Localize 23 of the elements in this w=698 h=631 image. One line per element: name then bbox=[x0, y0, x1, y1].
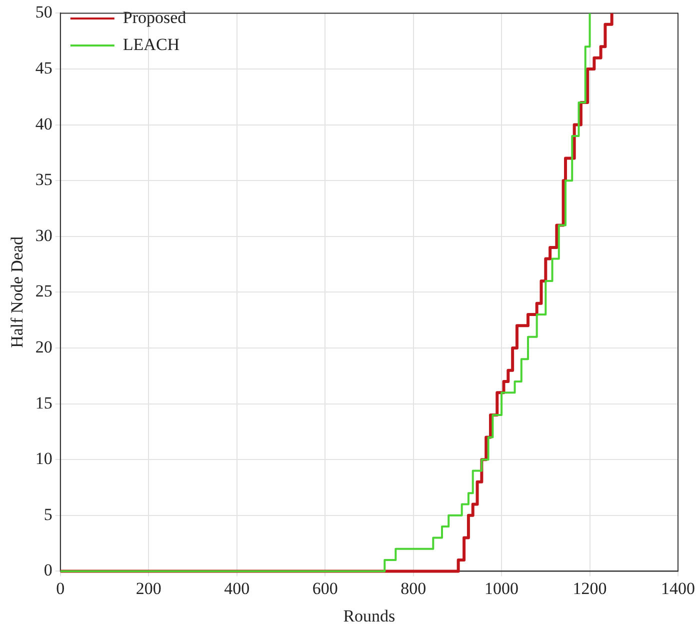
x-tick-label: 600 bbox=[312, 578, 338, 598]
y-tick-label: 0 bbox=[44, 560, 52, 580]
x-tick-label: 1000 bbox=[484, 578, 519, 598]
y-tick-label: 5 bbox=[44, 504, 52, 524]
y-tick-label: 30 bbox=[35, 226, 52, 245]
y-tick-label: 15 bbox=[35, 393, 52, 412]
legend-label: Proposed bbox=[122, 8, 187, 27]
y-tick-label: 25 bbox=[35, 282, 52, 301]
x-tick-label: 400 bbox=[224, 578, 250, 598]
x-tick-label: 800 bbox=[400, 578, 426, 598]
x-tick-label: 1200 bbox=[572, 578, 607, 598]
y-tick-label: 35 bbox=[35, 170, 52, 190]
x-tick-label: 200 bbox=[136, 578, 162, 598]
x-tick-label: 1400 bbox=[661, 578, 695, 598]
x-tick-label: 0 bbox=[56, 578, 65, 598]
x-axis-title: Rounds bbox=[343, 606, 396, 626]
y-tick-label: 40 bbox=[35, 114, 52, 134]
y-tick-label: 45 bbox=[35, 58, 52, 78]
y-tick-label: 50 bbox=[35, 2, 52, 22]
legend-label: LEACH bbox=[122, 34, 180, 54]
y-tick-label: 20 bbox=[35, 337, 52, 356]
y-tick-label: 10 bbox=[35, 449, 52, 468]
y-axis-title: Half Node Dead bbox=[8, 236, 27, 348]
